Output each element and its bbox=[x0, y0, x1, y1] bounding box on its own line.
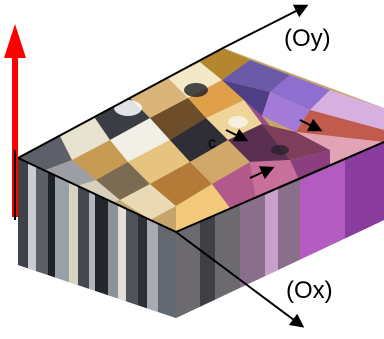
block-outline bbox=[17, 47, 384, 233]
grain-arrow-lower bbox=[249, 166, 275, 180]
grain-marker-label: c bbox=[208, 135, 216, 152]
ox-axis-label: (Ox) bbox=[286, 277, 333, 304]
grain-arrow-c bbox=[225, 128, 249, 142]
grain-arrow-right bbox=[299, 118, 323, 132]
oy-axis-label: (Oy) bbox=[284, 25, 331, 52]
grain-arrows bbox=[225, 118, 323, 180]
oy-axis-arrow bbox=[222, 4, 309, 49]
ox-axis-arrow bbox=[175, 231, 305, 328]
vertical-red-arrow bbox=[4, 24, 26, 217]
